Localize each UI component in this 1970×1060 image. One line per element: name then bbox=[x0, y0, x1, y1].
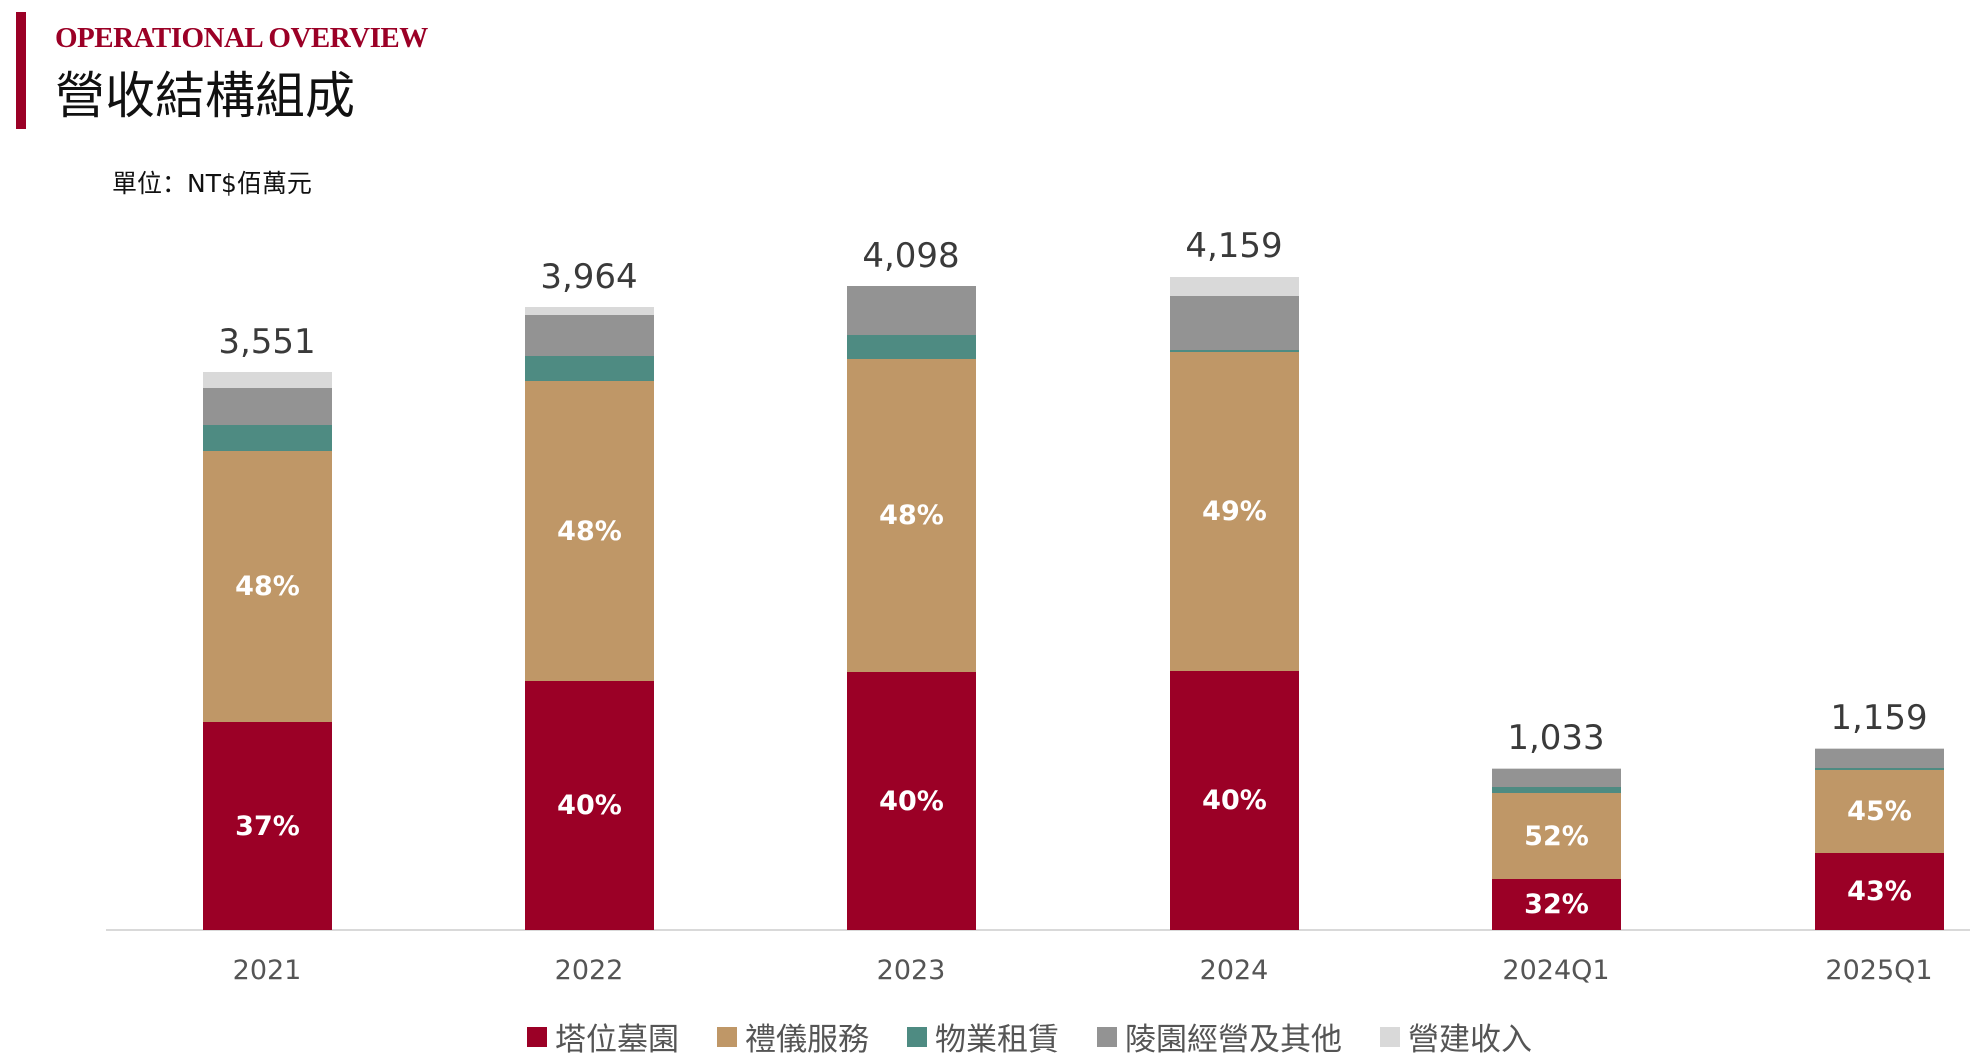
x-axis-label: 2021 bbox=[232, 955, 302, 986]
segment-percent-label: 48% bbox=[879, 500, 944, 531]
accent-bar bbox=[16, 12, 26, 129]
bar-total-label: 3,551 bbox=[218, 322, 316, 362]
legend-item: 物業租賃 bbox=[907, 1014, 1059, 1059]
segment-percent-label: 40% bbox=[557, 790, 622, 821]
bar-segment bbox=[203, 425, 332, 451]
bar-segment bbox=[525, 307, 654, 315]
bar-segment: 48% bbox=[525, 381, 654, 681]
legend-swatch-icon bbox=[1097, 1026, 1117, 1047]
x-axis-line bbox=[106, 929, 1970, 931]
bar-total-label: 4,159 bbox=[1185, 226, 1283, 266]
page-title: 營收結構組成 bbox=[55, 67, 355, 125]
legend-item: 營建收入 bbox=[1380, 1014, 1532, 1059]
bar-segment: 40% bbox=[1170, 671, 1299, 930]
bar-segment: 52% bbox=[1492, 793, 1621, 879]
bar-total-label: 3,964 bbox=[540, 257, 638, 297]
bar-segment: 48% bbox=[203, 451, 332, 722]
unit-label: 單位：NT$佰萬元 bbox=[112, 169, 312, 198]
bar-segment bbox=[1170, 296, 1299, 350]
bar-segment bbox=[1170, 277, 1299, 296]
bar-2022: 40% 48% bbox=[525, 307, 654, 930]
legend-label: 塔位墓園 bbox=[555, 1022, 679, 1058]
legend-label: 陵園經營及其他 bbox=[1125, 1022, 1342, 1058]
bar-2024: 40% 49% bbox=[1170, 276, 1299, 930]
segment-percent-label: 43% bbox=[1847, 876, 1912, 907]
segment-percent-label: 40% bbox=[1202, 785, 1267, 816]
legend-item: 塔位墓園 bbox=[527, 1014, 679, 1059]
bar-segment bbox=[1492, 769, 1621, 787]
x-axis-label: 2024 bbox=[1199, 955, 1269, 986]
segment-percent-label: 48% bbox=[235, 571, 300, 602]
bar-segment: 45% bbox=[1815, 770, 1944, 853]
legend-label: 物業租賃 bbox=[935, 1022, 1059, 1058]
bar-segment bbox=[1492, 768, 1621, 769]
x-axis-label: 2024Q1 bbox=[1502, 955, 1610, 986]
bar-segment bbox=[1815, 768, 1944, 770]
x-axis-label: 2023 bbox=[876, 955, 946, 986]
segment-percent-label: 49% bbox=[1202, 496, 1267, 527]
segment-percent-label: 40% bbox=[879, 785, 944, 817]
section-eyebrow: OPERATIONAL OVERVIEW bbox=[55, 22, 428, 54]
bar-total-label: 1,033 bbox=[1507, 718, 1605, 758]
bar-2023: 40% 48% bbox=[847, 286, 976, 930]
x-axis-label: 2022 bbox=[554, 955, 624, 986]
legend-item: 陵園經營及其他 bbox=[1097, 1014, 1342, 1059]
bar-segment: 40% bbox=[847, 672, 976, 930]
segment-percent-label: 48% bbox=[557, 515, 622, 547]
bar-segment bbox=[1815, 749, 1944, 768]
bar-segment bbox=[203, 388, 332, 425]
bar-segment bbox=[1815, 748, 1944, 749]
segment-percent-label: 52% bbox=[1524, 820, 1589, 852]
legend-label: 禮儀服務 bbox=[745, 1022, 869, 1058]
bar-segment bbox=[1492, 787, 1621, 793]
bar-segment: 43% bbox=[1815, 853, 1944, 930]
bar-segment bbox=[525, 315, 654, 356]
bar-2025Q1: 43% 45% bbox=[1815, 748, 1944, 930]
segment-percent-label: 45% bbox=[1847, 796, 1912, 827]
bar-segment bbox=[203, 372, 332, 388]
legend-label: 營建收入 bbox=[1408, 1022, 1532, 1058]
legend-swatch-icon bbox=[717, 1026, 737, 1047]
bar-total-label: 4,098 bbox=[862, 236, 960, 276]
legend-swatch-icon bbox=[527, 1026, 547, 1047]
segment-percent-label: 37% bbox=[235, 810, 300, 842]
bar-segment bbox=[847, 335, 976, 359]
legend-item: 禮儀服務 bbox=[717, 1014, 869, 1059]
bar-2021: 37% 48% bbox=[203, 372, 332, 930]
legend-swatch-icon bbox=[1380, 1026, 1400, 1047]
bar-segment bbox=[525, 356, 654, 381]
bar-total-label: 1,159 bbox=[1830, 698, 1928, 738]
bar-segment: 40% bbox=[525, 681, 654, 930]
bar-segment: 32% bbox=[1492, 879, 1621, 930]
bar-segment: 37% bbox=[203, 722, 332, 930]
bar-segment bbox=[847, 286, 976, 335]
bar-segment bbox=[1170, 350, 1299, 352]
bar-segment: 48% bbox=[847, 359, 976, 672]
chart-legend: 塔位墓園 禮儀服務 物業租賃 陵園經營及其他 營建收入 bbox=[527, 1014, 1570, 1059]
segment-percent-label: 32% bbox=[1524, 889, 1589, 920]
x-axis-label: 2025Q1 bbox=[1825, 955, 1933, 986]
bar-2024Q1: 32% 52% bbox=[1492, 768, 1621, 930]
legend-swatch-icon bbox=[907, 1026, 927, 1047]
bar-segment: 49% bbox=[1170, 352, 1299, 671]
